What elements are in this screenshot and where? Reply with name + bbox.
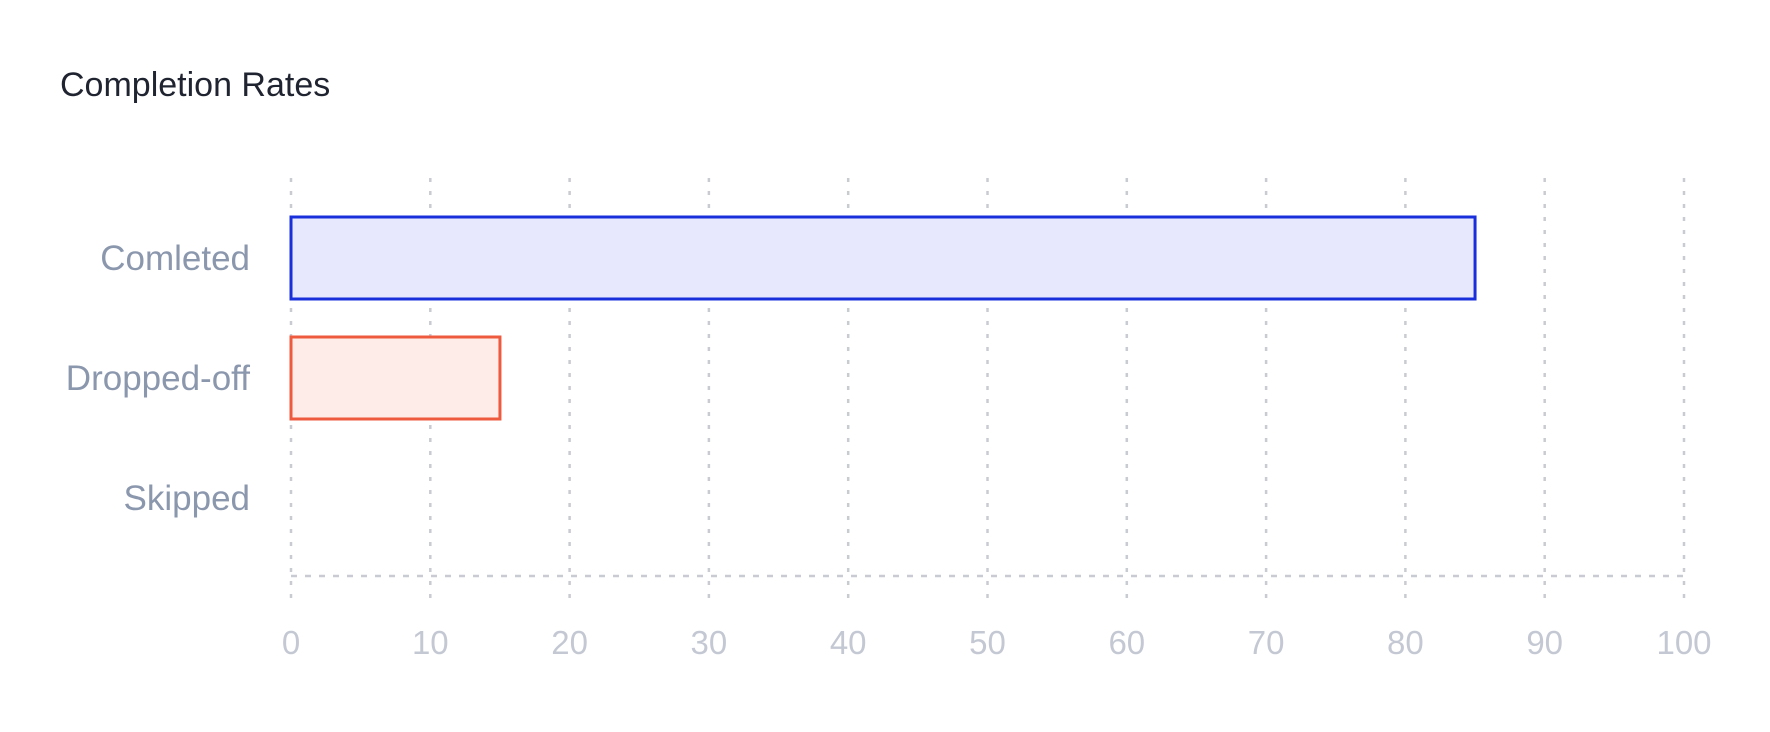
x-tick-labels: 0 10 20 30 40 50 60 70 80 90 100: [282, 624, 1712, 661]
category-label: Skipped: [124, 479, 250, 518]
x-tick-label: 30: [691, 624, 728, 661]
bars: [289, 215, 1477, 421]
x-tick-label: 20: [551, 624, 588, 661]
x-tick-label: 100: [1656, 624, 1711, 661]
x-tick-label: 60: [1108, 624, 1145, 661]
category-label: Comleted: [100, 239, 250, 278]
chart-title: Completion Rates: [60, 66, 331, 104]
category-label: Dropped-off: [66, 359, 250, 398]
bar-comleted[interactable]: [289, 215, 1477, 301]
x-tick-label: 80: [1387, 624, 1424, 661]
x-tick-label: 0: [282, 624, 300, 661]
category-labels: Comleted Dropped-off Skipped: [66, 239, 250, 518]
x-tick-label: 40: [830, 624, 867, 661]
x-tick-label: 50: [969, 624, 1006, 661]
x-tick-label: 10: [412, 624, 449, 661]
x-tick-label: 90: [1526, 624, 1563, 661]
bar-dropped-off[interactable]: [289, 335, 502, 421]
x-tick-label: 70: [1248, 624, 1285, 661]
